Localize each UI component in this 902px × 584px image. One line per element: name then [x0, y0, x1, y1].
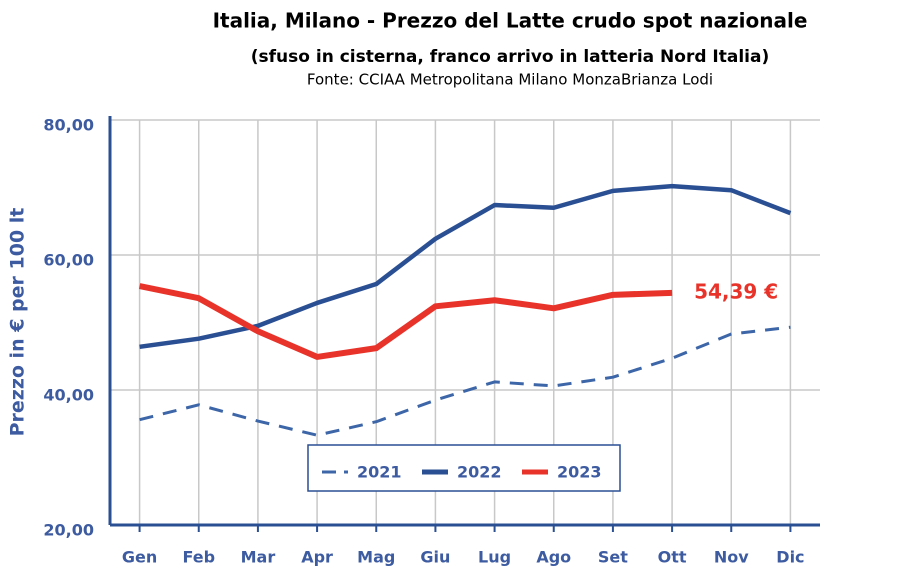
x-tick-label: Ott [658, 548, 687, 567]
series-line [138, 283, 673, 360]
x-tick-label: Lug [478, 548, 511, 567]
chart-title: Italia, Milano - Prezzo del Latte crudo … [213, 9, 808, 33]
x-tick-label: Apr [301, 548, 333, 567]
x-tick-label: Gen [122, 548, 157, 567]
x-tick-label: Feb [182, 548, 215, 567]
chart-subtitle: (sfuso in cisterna, franco arrivo in lat… [251, 47, 769, 67]
annotation: 54,39 € [694, 279, 778, 303]
legend-label: 2022 [457, 463, 502, 482]
y-tick-label: 60,00 [43, 251, 94, 270]
y-axis-label: Prezzo in € per 100 lt [7, 208, 29, 437]
y-tick-label: 40,00 [43, 386, 94, 405]
x-tick-label: Mar [241, 548, 276, 567]
x-tick-label: Mag [357, 548, 395, 567]
x-tick-label: Nov [714, 548, 749, 567]
legend-label: 2021 [357, 463, 402, 482]
x-tick-label: Set [598, 548, 628, 567]
y-tick-label: 80,00 [43, 116, 94, 135]
series-line [139, 325, 791, 437]
legend-label: 2023 [557, 463, 602, 482]
x-tick-label: Dic [776, 548, 804, 567]
x-tick-label: Giu [420, 548, 450, 567]
chart-source: Fonte: CCIAA Metropolitana Milano MonzaB… [307, 71, 713, 89]
x-tick-label: Ago [536, 548, 571, 567]
legend-box [307, 444, 621, 492]
y-tick-label: 20,00 [43, 521, 94, 540]
